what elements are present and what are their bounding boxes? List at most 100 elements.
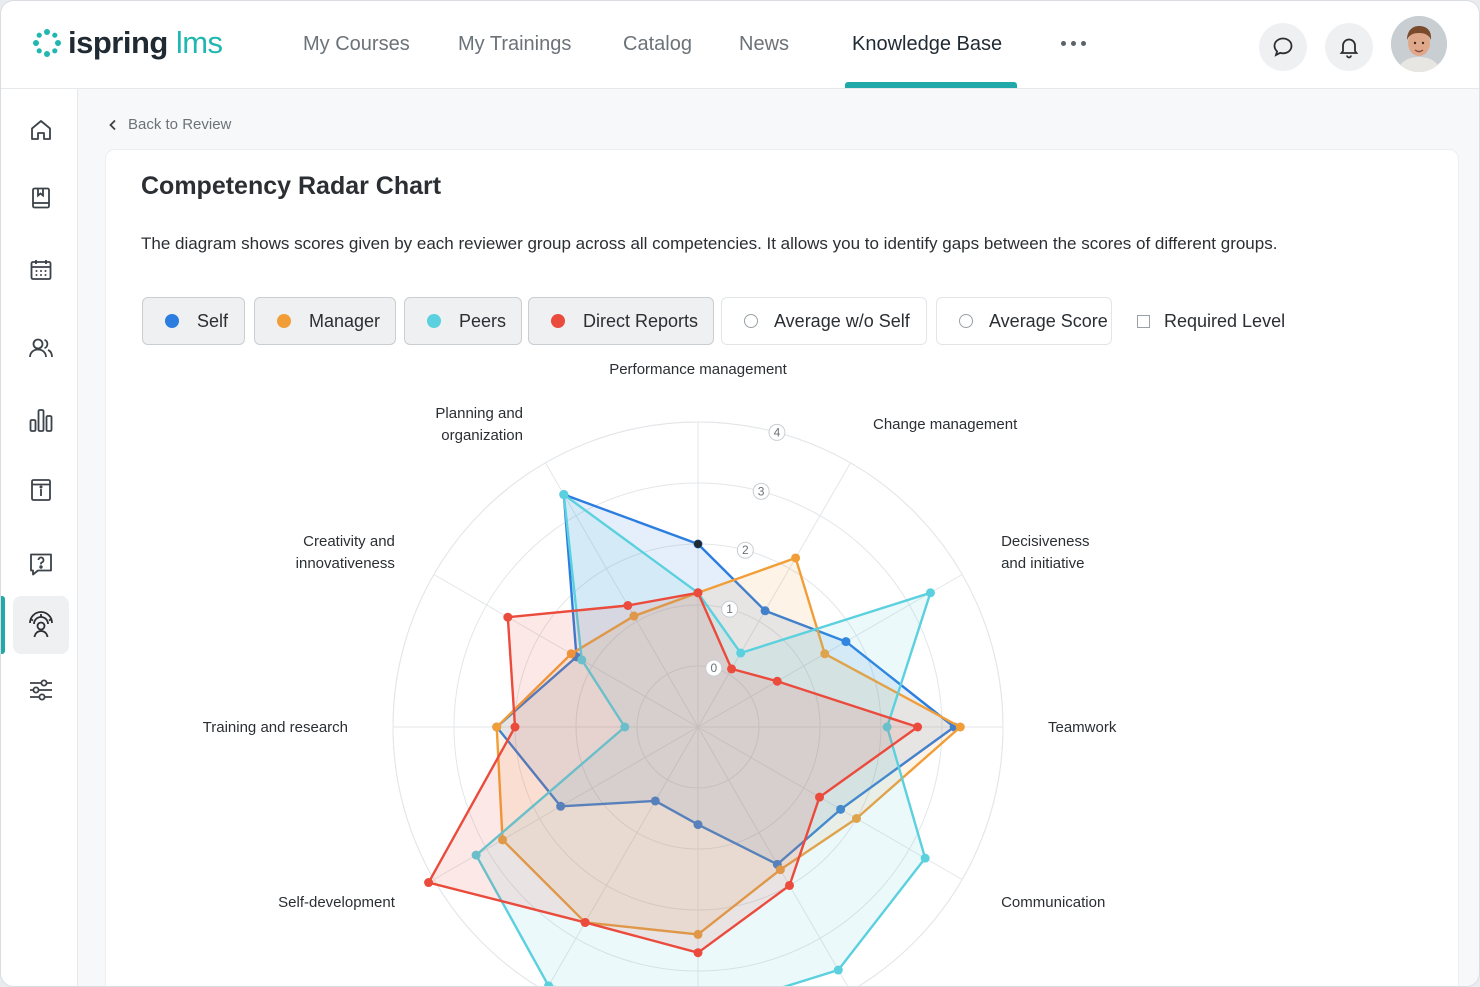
legend-dot-peers [427, 314, 441, 328]
calendar-icon [30, 260, 52, 280]
sidebar-active-indicator [1, 596, 5, 654]
question-icon [30, 553, 52, 576]
radar-point [955, 722, 965, 732]
radar-series-direct-reports [424, 588, 923, 958]
logo[interactable]: ispring lms [32, 25, 223, 61]
radar-point [492, 722, 502, 732]
radar-point [736, 648, 746, 658]
radar-series [424, 490, 965, 986]
legend-toggle-peers[interactable]: Peers [404, 297, 522, 345]
radar-point [577, 655, 587, 665]
radar-axis-label: Decisiveness [1001, 533, 1089, 550]
radar-point [566, 649, 576, 659]
review-360-icon [29, 611, 53, 638]
radar-tick-label: 2 [742, 543, 749, 557]
radar-point [556, 801, 566, 811]
legend-label: Required Level [1164, 310, 1286, 331]
sidebar-item-calendar[interactable] [13, 241, 69, 299]
radar-point [772, 676, 782, 686]
chat-icon [1273, 37, 1293, 57]
radar-point [920, 853, 930, 863]
radar-axis-label: Change management [873, 416, 1018, 433]
radar-spoke [697, 574, 963, 728]
radar-spoke [433, 574, 699, 728]
radar-axis-label: Training and research [203, 719, 348, 736]
radar-tick-label: 3 [758, 484, 765, 498]
radar-tick-label: 0 [710, 661, 717, 675]
radar-point [693, 588, 703, 598]
radar-axis-label: organization [441, 427, 523, 444]
sidebar-item-360-review[interactable] [13, 596, 69, 654]
legend-toggle-manager[interactable]: Manager [254, 297, 396, 345]
nav-my-trainings[interactable]: My Trainings [458, 33, 572, 55]
radar-axis-label: Communication [1001, 894, 1105, 911]
legend-dot-manager [277, 314, 291, 328]
legend-checkbox-icon [1137, 314, 1150, 328]
more-icon[interactable] [1061, 41, 1086, 46]
sidebar-item-info[interactable] [13, 461, 69, 519]
nav-news[interactable]: News [739, 33, 790, 55]
radar-spoke [697, 726, 849, 986]
avatar[interactable] [1391, 16, 1447, 72]
radar-series-self [492, 490, 959, 869]
nav-my-courses[interactable]: My Courses [303, 33, 410, 55]
sidebar-item-reports[interactable] [13, 391, 69, 449]
radar-card: Competency Radar Chart The diagram shows… [105, 149, 1459, 986]
radar-spoke [547, 726, 699, 986]
radar-axis-labels: Performance management Change management D… [203, 361, 1117, 911]
legend-toggle-self[interactable]: Self [142, 297, 245, 345]
radar-point [841, 637, 851, 647]
radar-point [815, 792, 825, 802]
radar-point [650, 796, 660, 806]
sidebar-item-settings[interactable] [13, 661, 69, 719]
bell-icon [1339, 38, 1359, 59]
radar-axis-label: Self-development [278, 894, 396, 911]
legend-ring-icon [744, 314, 758, 328]
radar-series-peers [471, 490, 935, 986]
radar-point [498, 835, 508, 845]
radar-point [836, 804, 846, 814]
users-icon [29, 338, 53, 358]
sidebar-item-courses[interactable] [13, 169, 69, 227]
radar-tick: 2 [736, 541, 754, 559]
radar-tick: 1 [721, 600, 739, 618]
radar-axis-label: Teamwork [1048, 719, 1117, 736]
radar-tick-bubble [768, 423, 786, 441]
sidebar-item-home[interactable] [13, 101, 69, 159]
radar-chart: 0 1 2 3 4 Performance management Change manag… [203, 361, 1117, 986]
legend-label: Direct Reports [583, 310, 699, 331]
radar-axis-label: and initiative [1001, 555, 1084, 572]
radar-tick-label: 4 [774, 425, 781, 439]
logo-text: ispring [68, 25, 168, 60]
nav-catalog[interactable]: Catalog [623, 33, 692, 55]
legend-toggle-average-wo-self[interactable]: Average w/o Self [721, 297, 927, 345]
book-icon [32, 187, 50, 209]
radar-axis-label: Performance management [609, 361, 787, 378]
back-link[interactable]: Back to Review [108, 116, 231, 133]
legend-toggle-required-level[interactable]: Required Level [1137, 297, 1307, 345]
radar-point [913, 722, 923, 732]
radar-axis-label: Planning and [435, 405, 523, 422]
legend-ring-icon [959, 314, 973, 328]
radar-tick: 3 [752, 482, 770, 500]
nav-knowledge-base[interactable]: Knowledge Base [852, 33, 1003, 55]
sidebar-item-users[interactable] [13, 319, 69, 377]
radar-tick: 4 [768, 423, 786, 441]
notifications-button[interactable] [1325, 23, 1373, 71]
radar-tick-bubble [752, 482, 770, 500]
radar-point [693, 948, 703, 958]
sidebar-item-questions[interactable] [13, 535, 69, 593]
legend-label: Peers [459, 310, 507, 331]
radar-point [580, 917, 590, 927]
chat-button[interactable] [1259, 23, 1307, 71]
radar-spoke [697, 462, 851, 728]
radar-point [620, 722, 630, 732]
radar-point [791, 553, 801, 563]
radar-point [820, 649, 830, 659]
radar-highlight-point [694, 540, 702, 548]
legend-dot-self [165, 314, 179, 328]
legend-toggle-average-score[interactable]: Average Score [936, 297, 1112, 345]
sidebar [1, 89, 78, 986]
radar-tick-bubble [736, 541, 754, 559]
legend-toggle-direct-reports[interactable]: Direct Reports [528, 297, 714, 345]
